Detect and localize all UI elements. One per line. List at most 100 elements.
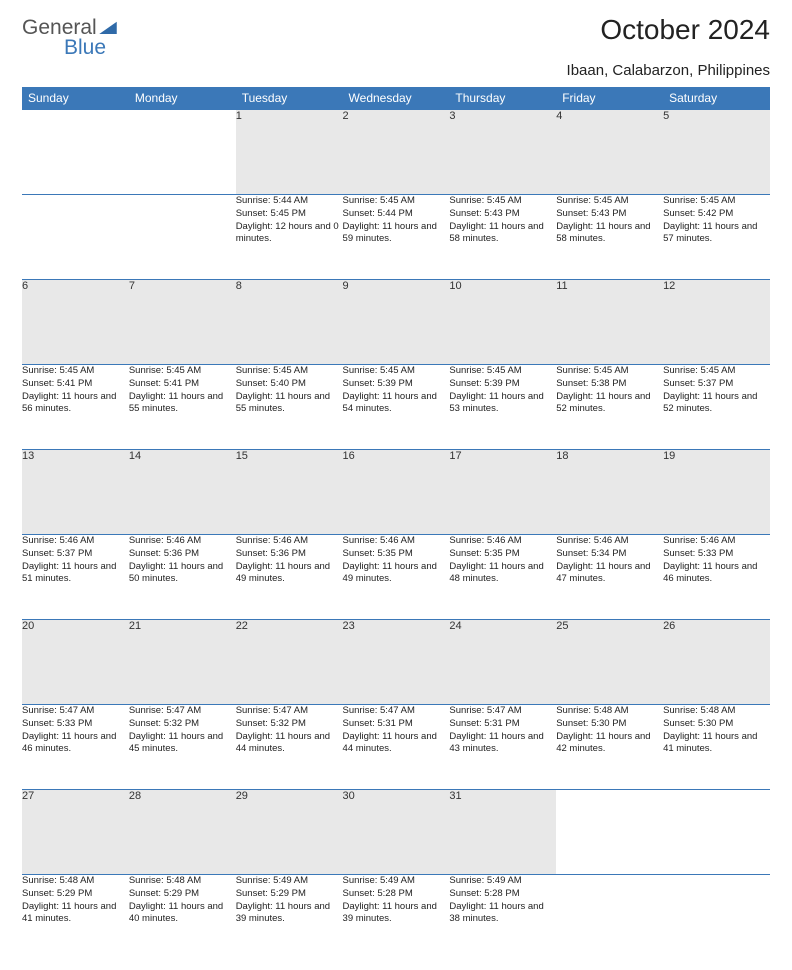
day-number-cell: 3 — [449, 110, 556, 195]
weekday-header: Tuesday — [236, 87, 343, 110]
day-content-cell: Sunrise: 5:47 AMSunset: 5:31 PMDaylight:… — [343, 705, 450, 790]
sunrise-text: Sunrise: 5:49 AM — [236, 875, 343, 888]
day-number: 31 — [449, 790, 461, 802]
daylight-text: Daylight: 11 hours and 52 minutes. — [556, 391, 663, 417]
location-text: Ibaan, Calabarzon, Philippines — [22, 62, 770, 79]
daynum-row: 20212223242526 — [22, 620, 770, 705]
day-number: 20 — [22, 620, 34, 632]
sunrise-text: Sunrise: 5:45 AM — [449, 365, 556, 378]
day-content-cell: Sunrise: 5:46 AMSunset: 5:36 PMDaylight:… — [236, 535, 343, 620]
day-number-cell: 11 — [556, 280, 663, 365]
day-number-cell: 13 — [22, 450, 129, 535]
day-number-cell: 19 — [663, 450, 770, 535]
sunrise-text: Sunrise: 5:45 AM — [663, 195, 770, 208]
day-number: 13 — [22, 450, 34, 462]
sunrise-text: Sunrise: 5:45 AM — [343, 195, 450, 208]
day-number: 7 — [129, 280, 135, 292]
day-number-cell: 10 — [449, 280, 556, 365]
day-number-cell: 12 — [663, 280, 770, 365]
day-content-cell — [556, 875, 663, 960]
day-content-cell: Sunrise: 5:44 AMSunset: 5:45 PMDaylight:… — [236, 195, 343, 280]
sunrise-text: Sunrise: 5:45 AM — [129, 365, 236, 378]
sunrise-text: Sunrise: 5:48 AM — [556, 705, 663, 718]
daylight-text: Daylight: 11 hours and 55 minutes. — [236, 391, 343, 417]
sunset-text: Sunset: 5:41 PM — [129, 378, 236, 391]
sunrise-text: Sunrise: 5:49 AM — [449, 875, 556, 888]
day-number: 8 — [236, 280, 242, 292]
day-content-cell: Sunrise: 5:48 AMSunset: 5:30 PMDaylight:… — [556, 705, 663, 790]
weekday-header: Wednesday — [343, 87, 450, 110]
daylight-text: Daylight: 11 hours and 39 minutes. — [343, 901, 450, 927]
day-number-cell: 7 — [129, 280, 236, 365]
day-content-cell — [663, 875, 770, 960]
day-number-cell: 25 — [556, 620, 663, 705]
daylight-text: Daylight: 11 hours and 45 minutes. — [129, 731, 236, 757]
sunset-text: Sunset: 5:38 PM — [556, 378, 663, 391]
daylight-text: Daylight: 11 hours and 52 minutes. — [663, 391, 770, 417]
daylight-text: Daylight: 11 hours and 38 minutes. — [449, 901, 556, 927]
daylight-text: Daylight: 11 hours and 58 minutes. — [449, 221, 556, 247]
sunrise-text: Sunrise: 5:47 AM — [343, 705, 450, 718]
day-number-cell: 17 — [449, 450, 556, 535]
daylight-text: Daylight: 11 hours and 44 minutes. — [343, 731, 450, 757]
sunset-text: Sunset: 5:37 PM — [22, 548, 129, 561]
day-number-cell: 18 — [556, 450, 663, 535]
sunrise-text: Sunrise: 5:45 AM — [22, 365, 129, 378]
sunset-text: Sunset: 5:39 PM — [449, 378, 556, 391]
daylight-text: Daylight: 11 hours and 46 minutes. — [22, 731, 129, 757]
day-number-cell: 27 — [22, 790, 129, 875]
daylight-text: Daylight: 11 hours and 51 minutes. — [22, 561, 129, 587]
daylight-text: Daylight: 11 hours and 53 minutes. — [449, 391, 556, 417]
day-number: 30 — [343, 790, 355, 802]
day-content-cell: Sunrise: 5:46 AMSunset: 5:34 PMDaylight:… — [556, 535, 663, 620]
sunrise-text: Sunrise: 5:48 AM — [663, 705, 770, 718]
day-number: 26 — [663, 620, 675, 632]
day-number-cell: 21 — [129, 620, 236, 705]
day-content-cell: Sunrise: 5:46 AMSunset: 5:36 PMDaylight:… — [129, 535, 236, 620]
sunset-text: Sunset: 5:40 PM — [236, 378, 343, 391]
sunrise-text: Sunrise: 5:48 AM — [22, 875, 129, 888]
sunrise-text: Sunrise: 5:47 AM — [129, 705, 236, 718]
content-row: Sunrise: 5:48 AMSunset: 5:29 PMDaylight:… — [22, 875, 770, 960]
sunset-text: Sunset: 5:36 PM — [236, 548, 343, 561]
day-number: 27 — [22, 790, 34, 802]
day-number: 28 — [129, 790, 141, 802]
daylight-text: Daylight: 11 hours and 46 minutes. — [663, 561, 770, 587]
day-number-cell: 29 — [236, 790, 343, 875]
sunrise-text: Sunrise: 5:46 AM — [129, 535, 236, 548]
day-content-cell: Sunrise: 5:45 AMSunset: 5:43 PMDaylight:… — [449, 195, 556, 280]
sunset-text: Sunset: 5:29 PM — [236, 888, 343, 901]
sunset-text: Sunset: 5:33 PM — [663, 548, 770, 561]
day-number-cell: 1 — [236, 110, 343, 195]
weekday-header: Saturday — [663, 87, 770, 110]
daylight-text: Daylight: 11 hours and 40 minutes. — [129, 901, 236, 927]
sunset-text: Sunset: 5:31 PM — [343, 718, 450, 731]
day-number: 3 — [449, 110, 455, 122]
day-content-cell: Sunrise: 5:45 AMSunset: 5:44 PMDaylight:… — [343, 195, 450, 280]
day-content-cell: Sunrise: 5:45 AMSunset: 5:40 PMDaylight:… — [236, 365, 343, 450]
daylight-text: Daylight: 11 hours and 55 minutes. — [129, 391, 236, 417]
day-number-cell — [22, 110, 129, 195]
sunset-text: Sunset: 5:37 PM — [663, 378, 770, 391]
daylight-text: Daylight: 11 hours and 41 minutes. — [663, 731, 770, 757]
day-content-cell: Sunrise: 5:46 AMSunset: 5:33 PMDaylight:… — [663, 535, 770, 620]
day-number-cell — [129, 110, 236, 195]
sunset-text: Sunset: 5:29 PM — [129, 888, 236, 901]
day-content-cell — [22, 195, 129, 280]
daylight-text: Daylight: 11 hours and 49 minutes. — [236, 561, 343, 587]
daylight-text: Daylight: 11 hours and 41 minutes. — [22, 901, 129, 927]
sunrise-text: Sunrise: 5:45 AM — [449, 195, 556, 208]
day-number-cell: 8 — [236, 280, 343, 365]
day-content-cell: Sunrise: 5:49 AMSunset: 5:28 PMDaylight:… — [449, 875, 556, 960]
sunset-text: Sunset: 5:29 PM — [22, 888, 129, 901]
day-content-cell: Sunrise: 5:45 AMSunset: 5:41 PMDaylight:… — [22, 365, 129, 450]
sunset-text: Sunset: 5:43 PM — [556, 208, 663, 221]
day-number: 4 — [556, 110, 562, 122]
content-row: Sunrise: 5:44 AMSunset: 5:45 PMDaylight:… — [22, 195, 770, 280]
day-content-cell: Sunrise: 5:45 AMSunset: 5:38 PMDaylight:… — [556, 365, 663, 450]
day-content-cell: Sunrise: 5:45 AMSunset: 5:37 PMDaylight:… — [663, 365, 770, 450]
day-number: 2 — [343, 110, 349, 122]
weekday-header: Monday — [129, 87, 236, 110]
weekday-header: Thursday — [449, 87, 556, 110]
sunset-text: Sunset: 5:28 PM — [343, 888, 450, 901]
